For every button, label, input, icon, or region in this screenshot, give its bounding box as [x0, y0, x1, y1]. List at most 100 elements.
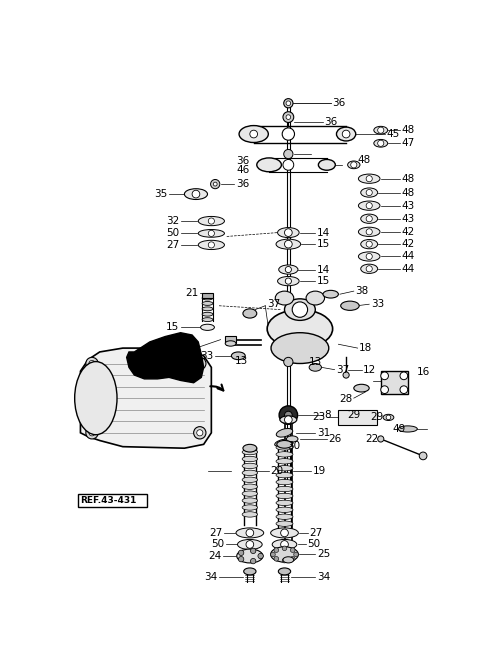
Bar	[381, 371, 408, 394]
Circle shape	[284, 149, 293, 159]
Ellipse shape	[242, 477, 258, 483]
Text: 37: 37	[267, 299, 280, 309]
Ellipse shape	[276, 507, 293, 512]
Circle shape	[274, 548, 279, 552]
Circle shape	[366, 266, 372, 272]
Text: 12: 12	[363, 365, 376, 375]
Text: 35: 35	[154, 189, 168, 199]
Text: 14: 14	[317, 227, 330, 238]
Text: 50: 50	[166, 229, 179, 238]
Ellipse shape	[361, 188, 378, 197]
Circle shape	[86, 358, 98, 369]
Circle shape	[285, 240, 292, 248]
Text: 21: 21	[185, 288, 198, 297]
Circle shape	[281, 540, 288, 548]
Circle shape	[400, 372, 408, 380]
Ellipse shape	[198, 240, 225, 250]
Ellipse shape	[276, 500, 293, 506]
Circle shape	[284, 358, 293, 367]
Circle shape	[290, 557, 295, 561]
Text: 14: 14	[317, 265, 330, 274]
Circle shape	[250, 130, 258, 138]
Ellipse shape	[398, 426, 417, 432]
Ellipse shape	[285, 299, 315, 320]
Ellipse shape	[359, 227, 380, 236]
Text: 27: 27	[166, 240, 179, 250]
Text: 22: 22	[365, 434, 378, 444]
Circle shape	[208, 231, 215, 236]
Text: 47: 47	[402, 138, 415, 148]
Circle shape	[193, 358, 206, 369]
Ellipse shape	[277, 276, 299, 286]
Ellipse shape	[75, 362, 117, 435]
Text: 36: 36	[332, 98, 346, 108]
Text: 44: 44	[402, 252, 415, 261]
Text: 19: 19	[313, 466, 326, 476]
Circle shape	[286, 115, 291, 119]
Ellipse shape	[359, 201, 380, 210]
Circle shape	[251, 559, 256, 564]
Text: 8: 8	[324, 410, 331, 420]
Circle shape	[285, 416, 292, 424]
Text: 33: 33	[201, 351, 214, 361]
Circle shape	[192, 190, 200, 198]
Text: REF.43-431: REF.43-431	[81, 496, 137, 505]
Text: 42: 42	[402, 227, 415, 237]
Circle shape	[282, 546, 287, 551]
Text: 15: 15	[317, 239, 330, 249]
Ellipse shape	[361, 214, 378, 223]
Circle shape	[258, 553, 264, 559]
Ellipse shape	[306, 291, 324, 305]
Ellipse shape	[202, 307, 213, 310]
Ellipse shape	[276, 486, 293, 492]
Bar	[202, 293, 213, 298]
Polygon shape	[127, 333, 204, 383]
Ellipse shape	[202, 296, 213, 300]
Ellipse shape	[276, 458, 293, 464]
Circle shape	[381, 386, 388, 394]
Text: 29: 29	[370, 413, 383, 422]
Bar	[338, 409, 377, 425]
Text: 26: 26	[328, 434, 342, 444]
Ellipse shape	[341, 301, 359, 310]
Ellipse shape	[242, 498, 258, 503]
Circle shape	[381, 372, 388, 380]
Circle shape	[239, 557, 244, 562]
Ellipse shape	[243, 309, 257, 318]
Circle shape	[292, 302, 308, 317]
Text: 20: 20	[271, 466, 284, 476]
Text: 38: 38	[355, 286, 369, 296]
Ellipse shape	[275, 291, 294, 305]
Circle shape	[283, 112, 294, 122]
Circle shape	[366, 229, 372, 235]
Ellipse shape	[244, 568, 256, 575]
Text: 15: 15	[166, 322, 179, 332]
Ellipse shape	[198, 229, 225, 237]
Text: 43: 43	[402, 214, 415, 224]
Ellipse shape	[374, 126, 388, 134]
Circle shape	[197, 360, 203, 367]
Text: 48: 48	[402, 187, 415, 198]
Ellipse shape	[280, 416, 297, 424]
Text: 13: 13	[234, 356, 248, 366]
Ellipse shape	[202, 312, 213, 316]
Ellipse shape	[242, 512, 258, 517]
Ellipse shape	[238, 540, 262, 550]
Text: 48: 48	[402, 174, 415, 183]
Text: 34: 34	[204, 572, 217, 582]
Text: 13: 13	[309, 357, 323, 367]
Ellipse shape	[276, 239, 300, 249]
Ellipse shape	[242, 457, 258, 462]
Ellipse shape	[275, 440, 289, 447]
Ellipse shape	[276, 452, 293, 457]
Ellipse shape	[272, 540, 297, 550]
Ellipse shape	[242, 484, 258, 489]
Text: 32: 32	[166, 216, 179, 226]
Polygon shape	[81, 348, 211, 448]
Ellipse shape	[257, 158, 281, 172]
Circle shape	[285, 229, 292, 236]
Circle shape	[281, 529, 288, 536]
Ellipse shape	[242, 470, 258, 476]
Text: 44: 44	[402, 264, 415, 274]
Text: 16: 16	[417, 367, 430, 377]
